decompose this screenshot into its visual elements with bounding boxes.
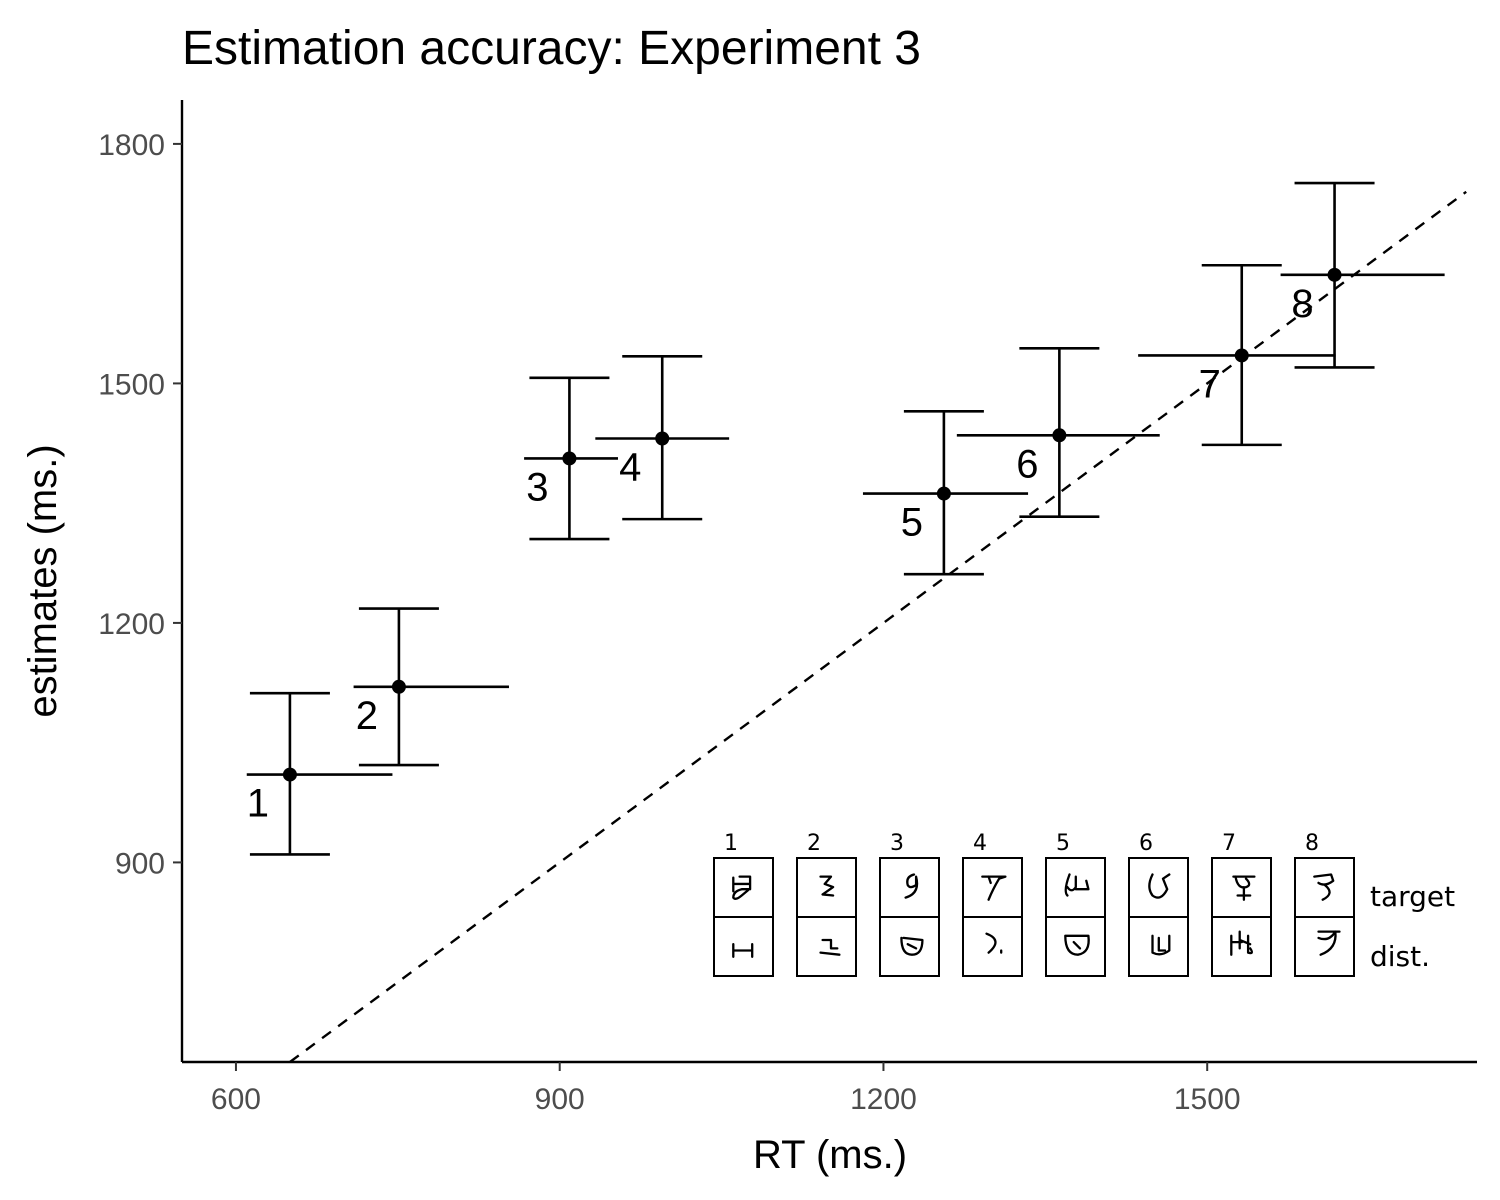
target-symbol bbox=[904, 873, 919, 899]
x-tick-label: 900 bbox=[535, 1083, 585, 1116]
stimulus-number: 7 bbox=[1222, 831, 1236, 856]
target-symbol bbox=[981, 875, 1007, 901]
plot-area: 1 2 3 4 5 6 7 8 bbox=[246, 181, 1467, 1063]
data-point-group-2: 2 bbox=[353, 607, 509, 767]
y-tick-label: 1500 bbox=[98, 368, 165, 401]
distractor-symbol bbox=[1230, 930, 1254, 956]
point-label: 1 bbox=[247, 782, 269, 826]
y-tick-label: 900 bbox=[115, 847, 165, 880]
y-tick-label: 1800 bbox=[98, 129, 165, 162]
distractor-symbol bbox=[819, 938, 841, 956]
point-label: 4 bbox=[619, 445, 641, 489]
data-point-group-5: 5 bbox=[862, 410, 1029, 576]
point-label: 3 bbox=[526, 465, 548, 509]
target-symbol bbox=[1232, 875, 1256, 901]
data-point bbox=[936, 486, 951, 501]
stimulus-pair-7: 7 bbox=[1211, 831, 1272, 977]
distractor-row-label: dist. bbox=[1370, 940, 1430, 973]
stimulus-pair-3: 3 bbox=[879, 831, 940, 977]
stimulus-number: 2 bbox=[807, 831, 821, 856]
point-label: 8 bbox=[1291, 282, 1313, 326]
distractor-symbol bbox=[1064, 934, 1090, 956]
x-tick-label: 1500 bbox=[1174, 1083, 1241, 1116]
distractor-symbol bbox=[732, 943, 754, 958]
data-point bbox=[562, 451, 577, 466]
data-point-group-3: 3 bbox=[524, 376, 618, 541]
distractor-symbol bbox=[1151, 934, 1171, 956]
y-axis-title: estimates (ms.) bbox=[21, 444, 65, 717]
data-point bbox=[1327, 267, 1342, 282]
data-point bbox=[391, 679, 406, 694]
data-point-group-8: 8 bbox=[1280, 181, 1445, 369]
stimulus-number: 3 bbox=[890, 831, 904, 856]
data-point bbox=[282, 767, 297, 782]
data-point bbox=[655, 431, 670, 446]
point-label: 2 bbox=[356, 694, 378, 738]
x-tick-label: 1200 bbox=[850, 1083, 917, 1116]
stimulus-pair-5: 5 bbox=[1045, 831, 1106, 977]
x-axis-title: RT (ms.) bbox=[753, 1133, 907, 1177]
chart-title: Estimation accuracy: Experiment 3 bbox=[182, 22, 921, 75]
target-symbol bbox=[732, 875, 752, 900]
y-axis-ticks: 900 1200 1500 1800 bbox=[98, 129, 182, 880]
data-point-group-1: 1 bbox=[246, 691, 393, 856]
point-label: 6 bbox=[1016, 442, 1038, 486]
stimulus-pair-4: 4 bbox=[962, 831, 1023, 977]
target-symbol bbox=[1064, 873, 1090, 897]
stimulus-number: 8 bbox=[1305, 831, 1319, 856]
data-point bbox=[1234, 348, 1249, 363]
point-label: 7 bbox=[1199, 362, 1221, 406]
data-point bbox=[1052, 428, 1067, 443]
y-tick-label: 1200 bbox=[98, 608, 165, 641]
distractor-symbol bbox=[900, 936, 924, 956]
target-symbol bbox=[1313, 873, 1335, 901]
target-symbol bbox=[819, 875, 835, 897]
point-label: 5 bbox=[901, 501, 923, 545]
data-point-group-4: 4 bbox=[595, 354, 730, 521]
stimulus-pair-1: 1 bbox=[713, 831, 774, 977]
stimulus-pair-2: 2 bbox=[796, 831, 857, 977]
x-axis-ticks: 600 900 1200 1500 bbox=[211, 1062, 1241, 1116]
stimulus-number: 6 bbox=[1139, 831, 1153, 856]
distractor-symbol bbox=[1317, 930, 1341, 956]
data-point-group-7: 7 bbox=[1138, 263, 1336, 447]
target-row-label: target bbox=[1370, 880, 1455, 913]
stimulus-number: 1 bbox=[724, 831, 738, 856]
x-tick-label: 600 bbox=[211, 1083, 261, 1116]
identity-reference-line bbox=[289, 190, 1467, 1063]
distractor-symbol bbox=[985, 932, 1003, 954]
target-symbol bbox=[1148, 873, 1171, 899]
stimulus-pair-6: 6 bbox=[1128, 831, 1189, 977]
stimulus-number: 4 bbox=[973, 831, 987, 856]
stimulus-number: 5 bbox=[1056, 831, 1070, 856]
stimulus-pair-8: 8 bbox=[1294, 831, 1355, 977]
data-point-group-6: 6 bbox=[956, 346, 1160, 519]
stimulus-inset: 1 2 3 4 5 6 7 8 target dist. bbox=[713, 831, 1455, 977]
